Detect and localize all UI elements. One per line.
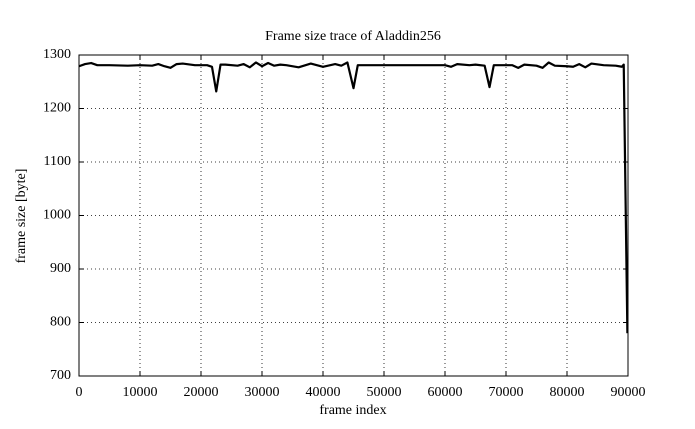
x-axis-label: frame index: [319, 403, 386, 418]
x-tick-label: 50000: [367, 385, 402, 400]
y-tick-label: 1200: [43, 101, 71, 116]
x-tick-label: 40000: [306, 385, 341, 400]
x-tick-label: 10000: [123, 385, 158, 400]
y-axis-label: frame size [byte]: [14, 169, 29, 264]
y-tick-label: 1300: [43, 47, 71, 62]
data-line: [78, 61, 629, 334]
x-tick-label: 20000: [184, 385, 219, 400]
x-tick-label: 70000: [489, 385, 524, 400]
y-tick-label: 700: [50, 368, 71, 383]
y-tick-label: 1000: [43, 208, 71, 223]
y-tick-label: 800: [50, 315, 71, 330]
y-tick-label: 900: [50, 261, 71, 276]
x-tick-label: 60000: [428, 385, 463, 400]
x-tick-label: 0: [76, 385, 83, 400]
plot-frame: [78, 54, 629, 377]
x-tick-label: 30000: [245, 385, 280, 400]
x-tick-label: 80000: [550, 385, 585, 400]
y-tick-label: 1100: [44, 154, 71, 169]
chart-title: Frame size trace of Aladdin256: [265, 29, 441, 44]
x-tick-label: 90000: [611, 385, 646, 400]
